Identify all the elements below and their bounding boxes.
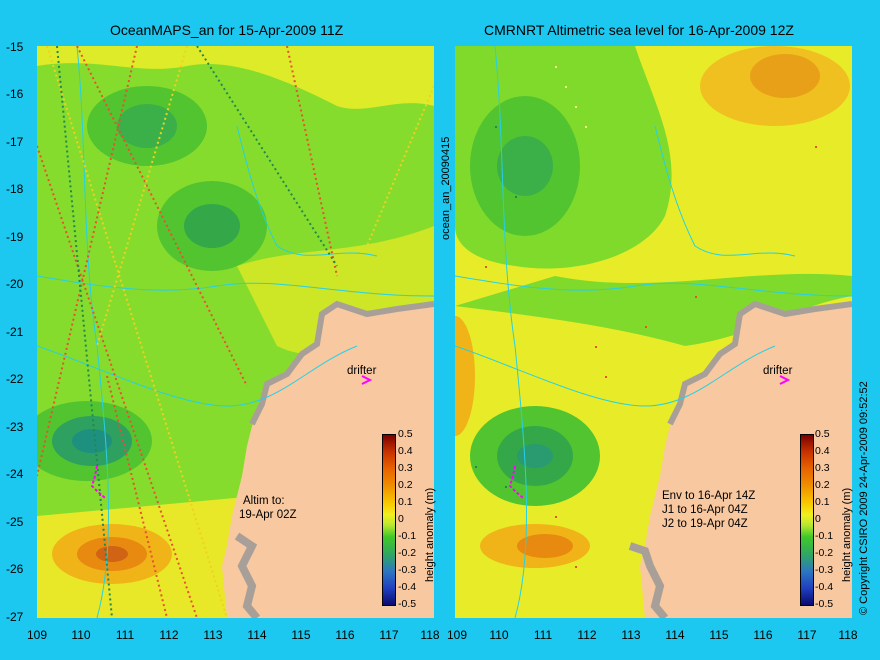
y-tick: -21 (6, 325, 24, 339)
x-tick-left: 115 (291, 628, 311, 642)
x-tick-right: 109 (446, 628, 468, 642)
cbar-tick-left: 0.4 (398, 445, 413, 457)
right-colorbar (800, 434, 814, 606)
x-tick-left: 114 (247, 628, 267, 642)
x-tick-left: 111 (115, 628, 135, 642)
x-tick-left: 117 (379, 628, 399, 642)
cbar-tick-right: -0.3 (815, 564, 834, 576)
x-tick-right: 111 (533, 628, 553, 642)
copyright-label: © Copyright CSIRO 2009 24-Apr-2009 09:52… (858, 381, 870, 615)
left-map-svg (37, 46, 434, 618)
cbar-tick-right: -0.1 (815, 530, 834, 542)
cbar-tick-right: -0.2 (815, 547, 834, 559)
x-tick-left: 118 (420, 628, 440, 642)
y-tick: -18 (6, 182, 24, 196)
cbar-tick-left: 0 (398, 513, 404, 525)
y-tick: -19 (6, 230, 24, 244)
x-tick-left: 110 (71, 628, 91, 642)
cbar-tick-right: 0.2 (815, 479, 830, 491)
y-tick: -27 (6, 610, 24, 624)
y-tick: -25 (6, 515, 24, 529)
y-tick: -17 (6, 135, 24, 149)
left-map-title: OceanMAPS_an for 15-Apr-2009 11Z (110, 22, 344, 38)
x-tick-left: 112 (159, 628, 179, 642)
cbar-tick-left: 0.3 (398, 462, 413, 474)
cbar-tick-right: 0.5 (815, 428, 830, 440)
y-tick: -22 (6, 372, 24, 386)
y-tick: -20 (6, 277, 24, 291)
right-map-title: CMRNRT Altimetric sea level for 16-Apr-2… (484, 22, 794, 38)
y-tick: -26 (6, 562, 24, 576)
cbar-tick-left: -0.5 (398, 598, 417, 610)
cbar-tick-right: 0.1 (815, 496, 830, 508)
drifter-label-left: drifter (347, 365, 377, 377)
x-tick-left: 113 (203, 628, 223, 642)
x-tick-right: 110 (489, 628, 509, 642)
x-tick-right: 113 (621, 628, 641, 642)
x-tick-left: 109 (26, 628, 48, 642)
x-tick-right: 117 (797, 628, 817, 642)
cbar-tick-left: 0.1 (398, 496, 413, 508)
x-tick-right: 112 (577, 628, 597, 642)
left-map-panel: drifter Altim to: 19-Apr 02Z (37, 46, 434, 618)
y-tick: -24 (6, 467, 24, 481)
x-tick-right: 116 (753, 628, 773, 642)
cbar-tick-right: 0.3 (815, 462, 830, 474)
env-note-line-2: J1 to 16-Apr 04Z (662, 504, 748, 516)
env-note-line-1: Env to 16-Apr 14Z (662, 490, 756, 502)
right-map-svg (455, 46, 852, 618)
colorbar-label-right: height anomaly (m) (841, 487, 853, 582)
cbar-tick-left: -0.1 (398, 530, 417, 542)
colorbar-label-left: height anomaly (m) (424, 487, 436, 582)
cbar-tick-left: -0.4 (398, 581, 417, 593)
vertical-id-label: ocean_an_20090415 (440, 136, 452, 240)
y-tick: -23 (6, 420, 24, 434)
cbar-tick-left: -0.3 (398, 564, 417, 576)
cbar-tick-left: -0.2 (398, 547, 417, 559)
cbar-tick-left: 0.5 (398, 428, 413, 440)
cbar-tick-right: -0.4 (815, 581, 834, 593)
drifter-label-right: drifter (763, 365, 793, 377)
cbar-tick-left: 0.2 (398, 479, 413, 491)
altim-note-line-1: Altim to: (243, 495, 285, 507)
x-tick-right: 115 (709, 628, 729, 642)
altim-note-line-2: 19-Apr 02Z (239, 509, 297, 521)
x-tick-right: 118 (838, 628, 858, 642)
cbar-tick-right: 0 (815, 513, 821, 525)
env-note-line-3: J2 to 19-Apr 04Z (662, 518, 748, 530)
cbar-tick-right: -0.5 (815, 598, 834, 610)
cbar-tick-right: 0.4 (815, 445, 830, 457)
y-tick: -15 (6, 40, 24, 54)
y-tick: -16 (6, 87, 24, 101)
right-map-panel: drifter Env to 16-Apr 14Z J1 to 16-Apr 0… (455, 46, 852, 618)
left-colorbar (382, 434, 396, 606)
x-tick-right: 114 (665, 628, 685, 642)
x-tick-left: 116 (335, 628, 355, 642)
